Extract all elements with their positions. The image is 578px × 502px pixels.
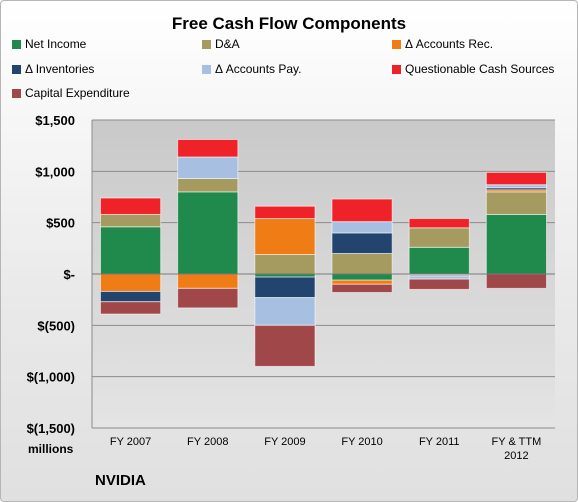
legend-label: Capital Expenditure xyxy=(25,86,130,100)
bar-segment xyxy=(408,218,470,229)
company-label: NVIDIA xyxy=(95,472,146,489)
legend-swatch xyxy=(202,65,211,74)
legend-item: D&A xyxy=(202,37,240,51)
chart-title: Free Cash Flow Components xyxy=(171,14,407,33)
bar-segment xyxy=(99,290,162,303)
legend-label: Net Income xyxy=(25,37,87,51)
legend-item: Δ Inventories xyxy=(12,62,94,76)
y-tick-label: $(1,000) xyxy=(27,370,75,385)
bar-segment xyxy=(485,273,548,289)
bar-segment xyxy=(177,191,239,275)
bar-segment xyxy=(408,278,470,290)
legend-label: Δ Inventories xyxy=(25,62,95,76)
y-tick-label: $(1,500) xyxy=(27,421,75,436)
bar-segment xyxy=(99,213,162,228)
bar-segment xyxy=(331,273,393,281)
legend-swatch xyxy=(392,65,401,74)
legend-label: Δ Accounts Pay. xyxy=(215,62,302,76)
bar-segment xyxy=(177,178,239,193)
bar-segment xyxy=(331,252,393,275)
bar-segment xyxy=(99,273,162,292)
x-tick-label: FY 2008 xyxy=(187,436,228,448)
bar-segment xyxy=(254,253,316,275)
x-tick-label: FY 2010 xyxy=(341,436,382,448)
legend-swatch xyxy=(12,89,21,98)
legend-item: Δ Accounts Pay. xyxy=(202,62,302,76)
legend-item: Δ Accounts Rec. xyxy=(392,37,493,51)
bar-segment xyxy=(177,287,239,309)
bar-segment xyxy=(485,191,548,215)
bar-segment xyxy=(99,197,162,215)
legend-swatch xyxy=(392,40,401,49)
bar-segment xyxy=(331,279,393,285)
bar-segment xyxy=(485,213,548,275)
legend-label: Questionable Cash Sources xyxy=(405,62,555,76)
legend-swatch xyxy=(12,40,21,49)
legend-swatch xyxy=(202,40,211,49)
x-tick-label: FY 2009 xyxy=(264,436,305,448)
bar-segment xyxy=(254,324,316,367)
bar-segment xyxy=(177,156,239,180)
y-tick-label: $- xyxy=(63,267,75,282)
bar-segment xyxy=(331,283,393,293)
legend-label: Δ Accounts Rec. xyxy=(405,37,494,51)
bar-segment xyxy=(254,276,316,299)
bar-segment xyxy=(408,227,470,248)
bar-segment xyxy=(331,232,393,254)
legend-swatch xyxy=(12,65,21,74)
bar-segment xyxy=(254,205,316,220)
y-tick-label: $500 xyxy=(46,216,75,231)
y-tick-label: $(500) xyxy=(37,318,75,333)
bar-segment xyxy=(99,301,162,315)
units-label: millions xyxy=(28,442,74,456)
bar-segment xyxy=(331,198,393,223)
bar-segment xyxy=(408,246,470,275)
bar-segment xyxy=(331,221,393,234)
bar-segment xyxy=(177,139,239,158)
bar-segment xyxy=(177,273,239,289)
bar-segment xyxy=(485,171,548,186)
legend-item: Capital Expenditure xyxy=(12,86,130,100)
bar-segment xyxy=(254,297,316,326)
y-tick-label: $1,500 xyxy=(35,113,75,128)
legend-label: D&A xyxy=(215,37,240,51)
x-tick-label: FY 2011 xyxy=(419,436,460,448)
bar-segment xyxy=(254,218,316,255)
bar-segment xyxy=(99,226,162,275)
legend-item: Questionable Cash Sources xyxy=(392,62,554,76)
x-tick-label: FY 2007 xyxy=(110,436,151,448)
x-tick-label: 2012 xyxy=(504,450,528,462)
legend-item: Net Income xyxy=(12,37,86,51)
y-tick-label: $1,000 xyxy=(35,164,75,179)
x-tick-label: FY & TTM xyxy=(492,436,542,448)
